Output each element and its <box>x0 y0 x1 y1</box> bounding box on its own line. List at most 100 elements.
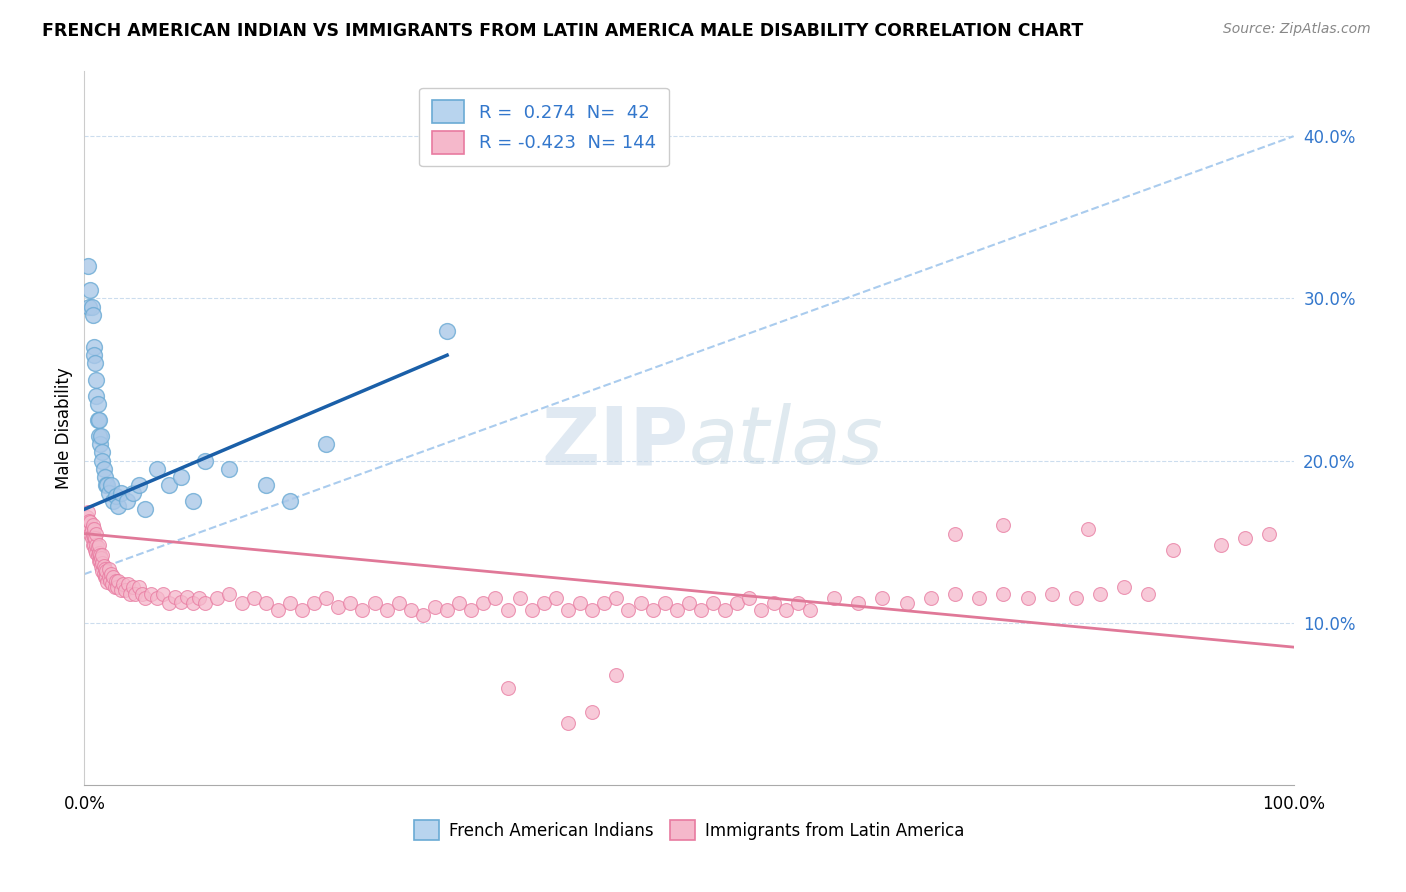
Point <box>131 586 153 600</box>
Point <box>105 580 128 594</box>
Point <box>90 429 112 443</box>
Point <box>146 461 169 475</box>
Point <box>170 470 193 484</box>
Point <box>1077 522 1099 536</box>
Point <box>188 591 211 606</box>
Point <box>533 596 555 610</box>
Point <box>194 453 217 467</box>
Point <box>112 577 135 591</box>
Text: ZIP: ZIP <box>541 403 689 482</box>
Point <box>87 546 110 560</box>
Point <box>87 413 110 427</box>
Point <box>496 681 519 695</box>
Point <box>181 494 204 508</box>
Point <box>799 603 821 617</box>
Point <box>89 554 111 568</box>
Point <box>134 502 156 516</box>
Point <box>472 596 495 610</box>
Point <box>581 705 603 719</box>
Point <box>86 546 108 560</box>
Point <box>101 577 124 591</box>
Point <box>690 603 713 617</box>
Point <box>97 486 120 500</box>
Point <box>1064 591 1087 606</box>
Point <box>775 603 797 617</box>
Point <box>375 603 398 617</box>
Point <box>110 583 132 598</box>
Point <box>103 494 125 508</box>
Point <box>87 538 110 552</box>
Point <box>665 603 688 617</box>
Point <box>496 603 519 617</box>
Point <box>423 599 446 614</box>
Point <box>83 340 105 354</box>
Point <box>86 389 108 403</box>
Point <box>93 461 115 475</box>
Point <box>121 580 143 594</box>
Point <box>630 596 652 610</box>
Point <box>115 494 138 508</box>
Point <box>91 564 114 578</box>
Point <box>943 526 966 541</box>
Point <box>86 413 108 427</box>
Point <box>107 574 129 588</box>
Point <box>544 591 567 606</box>
Point <box>786 596 808 610</box>
Point <box>93 567 115 582</box>
Text: FRENCH AMERICAN INDIAN VS IMMIGRANTS FROM LATIN AMERICA MALE DISABILITY CORRELAT: FRENCH AMERICAN INDIAN VS IMMIGRANTS FRO… <box>42 22 1084 40</box>
Point <box>751 603 773 617</box>
Point <box>460 603 482 617</box>
Point <box>80 300 103 314</box>
Point <box>96 575 118 590</box>
Point <box>557 716 579 731</box>
Point <box>231 596 253 610</box>
Point <box>1209 538 1232 552</box>
Point <box>1258 526 1281 541</box>
Point <box>436 603 458 617</box>
Point <box>654 596 676 610</box>
Point <box>93 559 115 574</box>
Point <box>278 596 301 610</box>
Point <box>77 522 100 536</box>
Point <box>762 596 785 610</box>
Point <box>449 596 471 610</box>
Point <box>91 556 114 570</box>
Point <box>79 526 101 541</box>
Point <box>128 478 150 492</box>
Point <box>412 607 434 622</box>
Point <box>94 570 117 584</box>
Point <box>278 494 301 508</box>
Point <box>302 596 325 610</box>
Point <box>846 596 869 610</box>
Point <box>86 397 108 411</box>
Point <box>97 570 120 584</box>
Point <box>738 591 761 606</box>
Point <box>94 478 117 492</box>
Point <box>363 596 385 610</box>
Point <box>920 591 942 606</box>
Point <box>89 548 111 562</box>
Point <box>76 510 98 524</box>
Point <box>97 562 120 576</box>
Point <box>254 596 277 610</box>
Point <box>291 603 314 617</box>
Point <box>82 538 104 552</box>
Point <box>128 580 150 594</box>
Point <box>83 538 105 552</box>
Point <box>86 526 108 541</box>
Point <box>77 259 100 273</box>
Point <box>557 603 579 617</box>
Point <box>352 603 374 617</box>
Point <box>90 559 112 574</box>
Point <box>89 437 111 451</box>
Point <box>94 470 117 484</box>
Point <box>581 603 603 617</box>
Point <box>86 548 108 562</box>
Point <box>104 574 127 588</box>
Point <box>967 591 990 606</box>
Point <box>993 586 1015 600</box>
Point <box>943 586 966 600</box>
Point <box>83 530 105 544</box>
Point <box>82 528 104 542</box>
Point <box>194 596 217 610</box>
